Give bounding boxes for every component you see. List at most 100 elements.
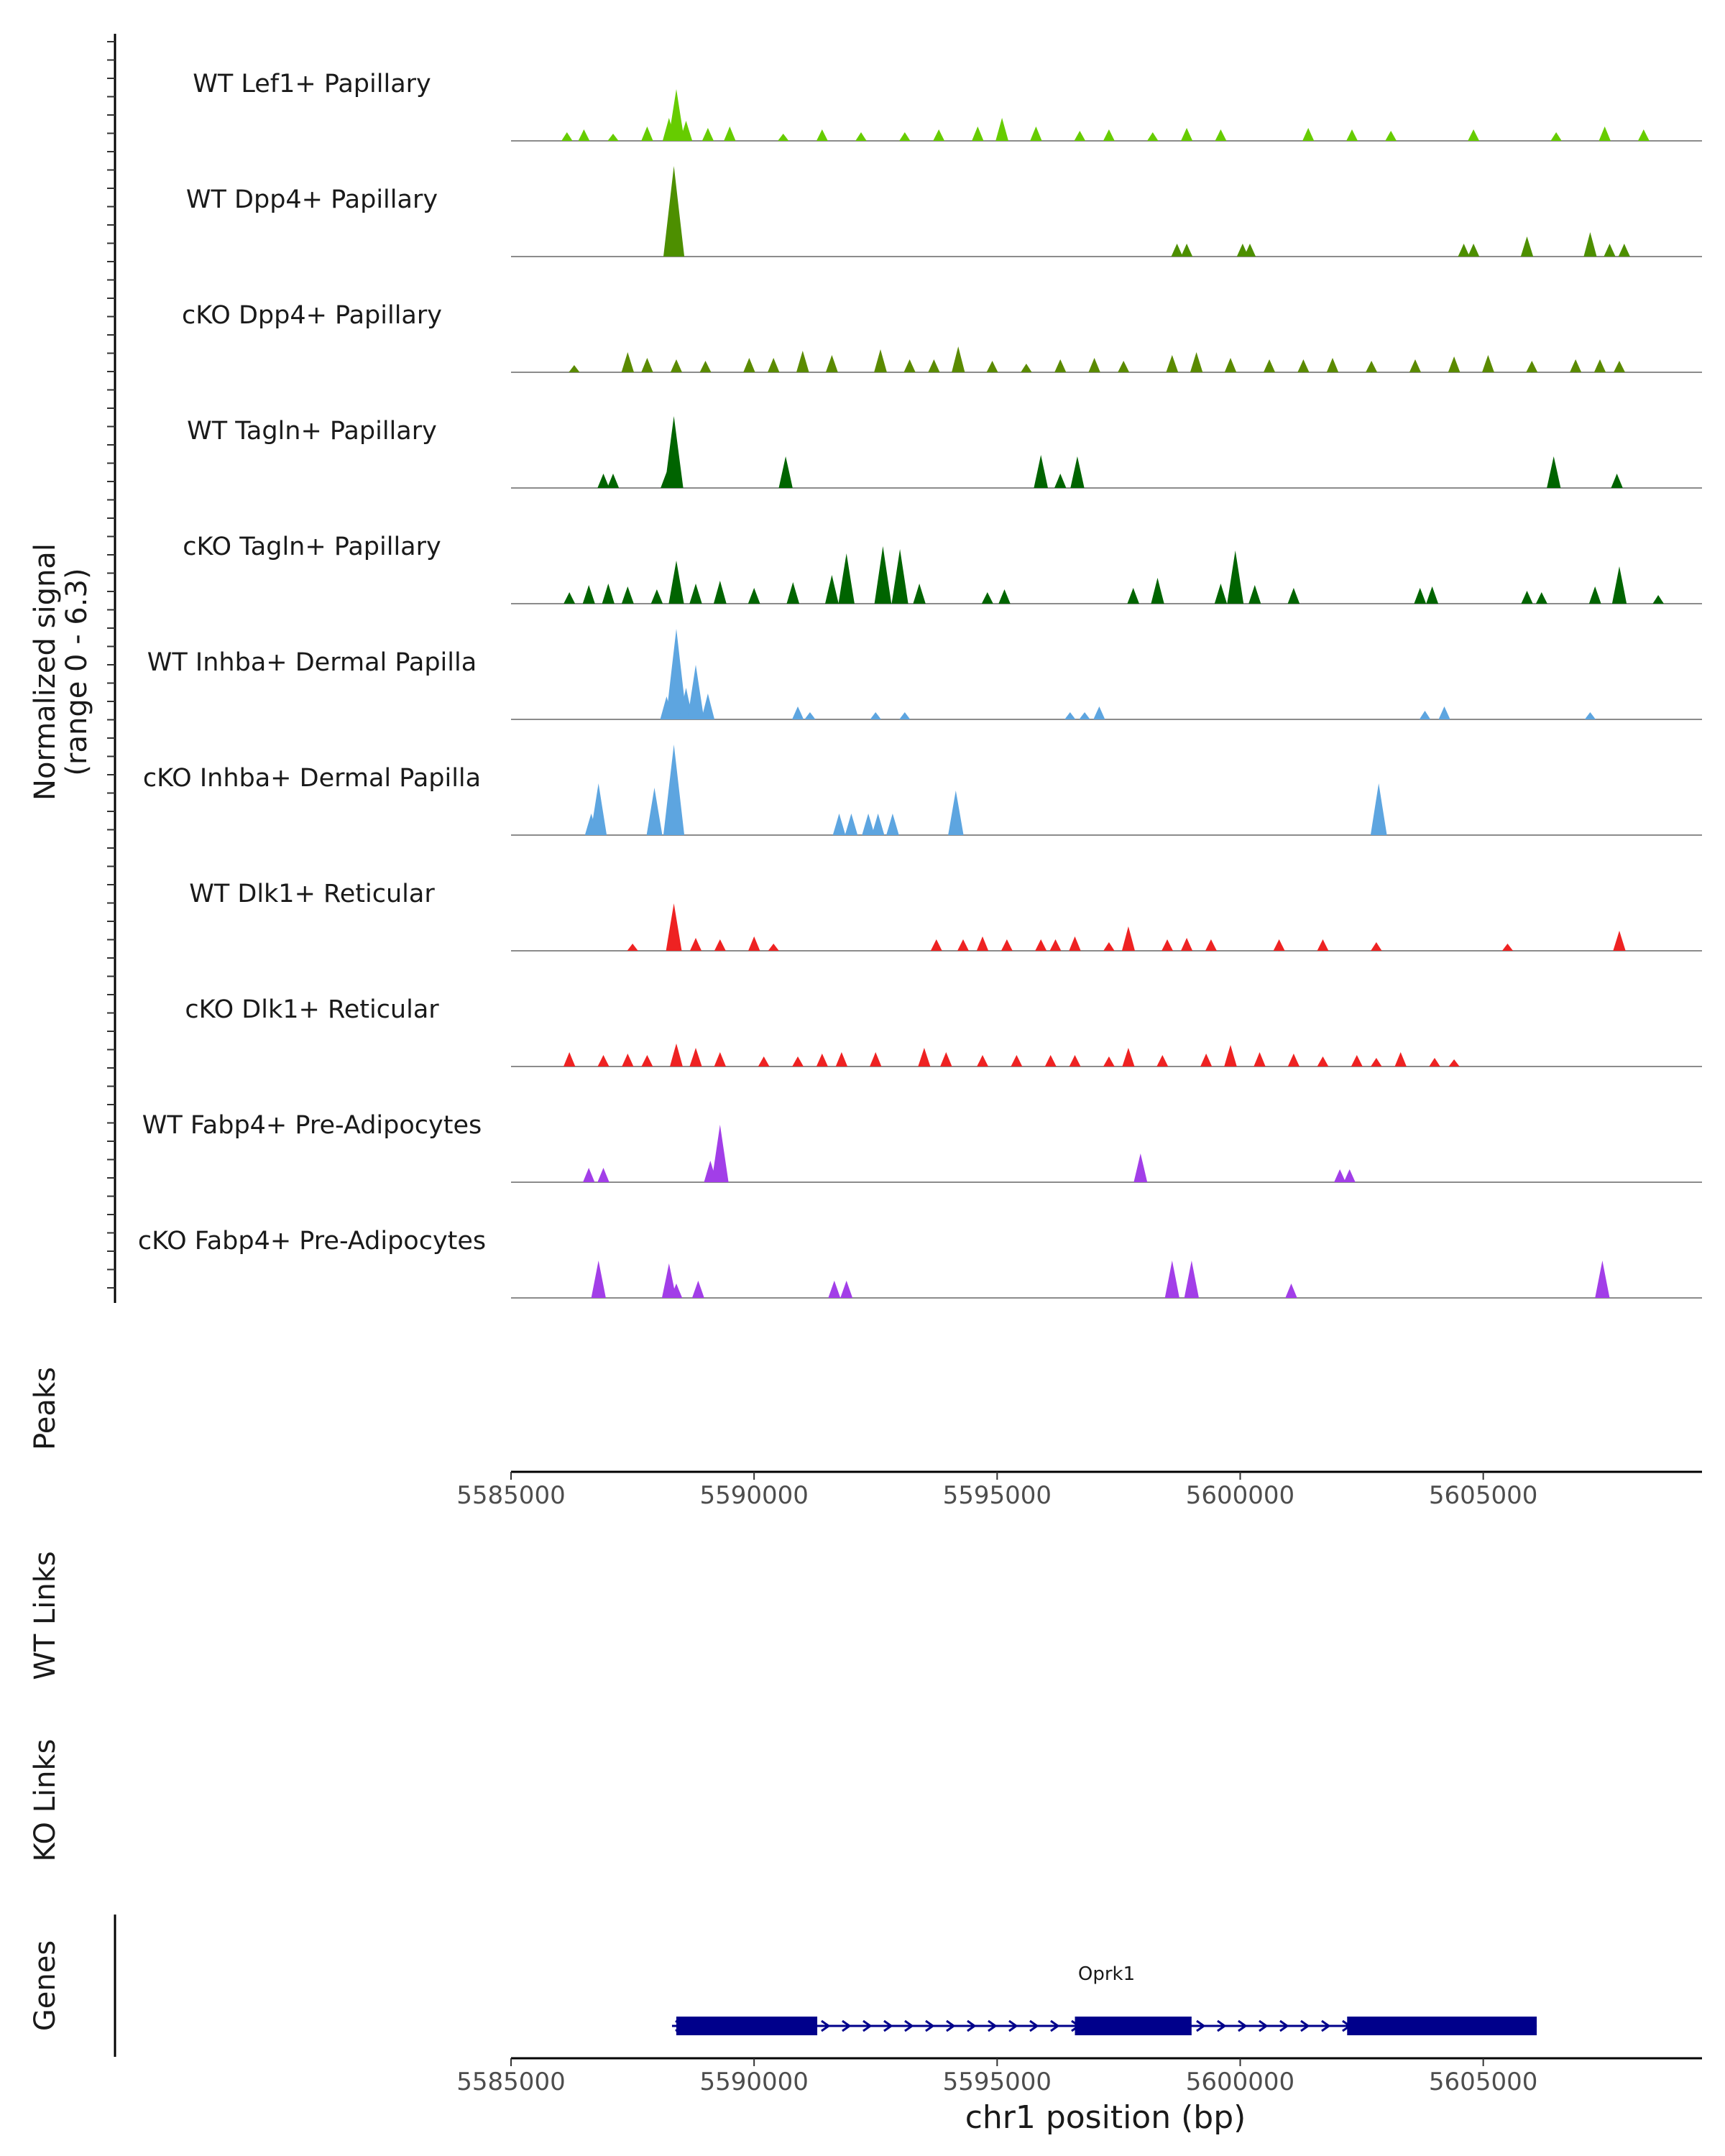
- coverage-peak: [561, 132, 573, 141]
- coverage-peak: [663, 745, 685, 835]
- coverage-peak: [621, 586, 634, 604]
- coverage-peak: [933, 129, 945, 141]
- coverage-peak: [578, 129, 590, 141]
- coverage-peak: [1127, 588, 1139, 604]
- coverage-peak: [1468, 129, 1480, 141]
- coverage-peak: [1317, 1056, 1329, 1067]
- strand-arrow: [904, 2019, 914, 2032]
- strand-arrow: [967, 2019, 977, 2032]
- coverage-peak: [582, 585, 595, 604]
- coverage-peak: [1103, 1056, 1115, 1067]
- strand-arrow: [1279, 2019, 1289, 2032]
- track-label: WT Tagln+ Papillary: [187, 417, 437, 446]
- x-axis-tick-label: 5585000: [456, 1481, 565, 1510]
- coverage-peak: [1366, 361, 1378, 372]
- coverage-peak: [713, 581, 727, 604]
- coverage-peak: [1535, 592, 1547, 604]
- coverage-peak: [1520, 236, 1534, 257]
- coverage-peak: [668, 561, 684, 604]
- coverage-peak: [641, 1055, 653, 1067]
- coverage-peak: [1611, 566, 1627, 604]
- strand-arrow: [1196, 2019, 1206, 2032]
- strand-arrow: [1300, 2019, 1310, 2032]
- coverage-peak: [838, 553, 855, 604]
- gene-exon: [1347, 2017, 1537, 2035]
- coverage-peak: [1614, 361, 1625, 372]
- coverage-peak: [1570, 359, 1582, 372]
- coverage-peak: [1419, 711, 1431, 719]
- coverage-peak: [1285, 1284, 1297, 1298]
- coverage-peak: [952, 346, 965, 372]
- coverage-peak: [792, 1056, 804, 1067]
- coverage-peak: [1034, 455, 1048, 488]
- x-axis-tick-label: 5590000: [699, 1481, 808, 1510]
- coverage-peak: [1162, 939, 1173, 951]
- strand-arrow: [1029, 2019, 1039, 2032]
- coverage-peak: [1598, 126, 1611, 141]
- coverage-peak: [1501, 944, 1514, 951]
- coverage-peak: [918, 1048, 931, 1067]
- coverage-peak: [1302, 128, 1315, 141]
- coverage-peak: [564, 1052, 576, 1067]
- gene-name-label: Oprk1: [1078, 1963, 1135, 1985]
- y-axis-label: Normalized signal: [29, 543, 62, 801]
- coverage-peak: [1370, 783, 1387, 835]
- track-label: WT Dpp4+ Papillary: [186, 185, 438, 214]
- coverage-peak: [679, 121, 693, 141]
- coverage-tracks: WT Lef1+ Papillary WT Dpp4+ Papillary cKO …: [138, 70, 1702, 1299]
- coverage-peak: [687, 665, 704, 719]
- coverage-peak: [602, 584, 615, 604]
- coverage-peak: [986, 361, 998, 372]
- coverage-peak: [1343, 1169, 1356, 1182]
- coverage-peak: [928, 359, 940, 372]
- coverage-peak: [1438, 706, 1450, 719]
- coverage-peak: [1070, 456, 1085, 488]
- coverage-peak: [1103, 942, 1115, 951]
- coverage-track: WT Dpp4+ Papillary: [186, 166, 1702, 257]
- coverage-peak: [1011, 1055, 1023, 1067]
- coverage-track: WT Lef1+ Papillary: [193, 70, 1702, 142]
- coverage-peak: [641, 358, 653, 372]
- coverage-peak: [1190, 352, 1203, 372]
- x-axis-tick-label: 5605000: [1429, 1481, 1537, 1510]
- coverage-peak: [1637, 129, 1650, 141]
- coverage-peak: [663, 166, 685, 257]
- coverage-peak: [871, 814, 885, 835]
- coverage-peak: [714, 1052, 726, 1067]
- coverage-peak: [661, 1263, 676, 1298]
- coverage-peak: [650, 589, 663, 604]
- wt-links-panel-label: WT Links: [29, 1551, 62, 1680]
- coverage-peak: [816, 129, 828, 141]
- strand-arrow: [1259, 2019, 1269, 2032]
- coverage-peak: [1326, 358, 1339, 372]
- coverage-peak: [622, 1054, 634, 1067]
- coverage-peak: [891, 549, 908, 604]
- coverage-peak: [1214, 584, 1228, 604]
- coverage-peak: [1317, 939, 1329, 951]
- coverage-peak: [758, 1056, 770, 1067]
- coverage-peak: [886, 814, 899, 835]
- coverage-peak: [948, 791, 964, 835]
- x-axis-tick-label: 5585000: [456, 2068, 565, 2096]
- coverage-peak: [1448, 1059, 1460, 1067]
- coverage-peak: [1248, 585, 1261, 604]
- coverage-peak: [1351, 1055, 1363, 1067]
- coverage-peak: [701, 694, 715, 719]
- x-axis-tick-label: 5600000: [1186, 2068, 1294, 2096]
- strand-arrow: [842, 2019, 852, 2032]
- coverage-peak: [666, 903, 682, 951]
- coverage-peak: [957, 939, 969, 951]
- coverage-peak: [712, 1125, 729, 1182]
- coverage-peak: [1054, 359, 1067, 372]
- track-label: cKO Dlk1+ Reticular: [185, 995, 439, 1024]
- coverage-peak: [1122, 1048, 1135, 1067]
- coverage-peak: [786, 582, 800, 604]
- coverage-peak: [1118, 361, 1130, 372]
- coverage-peak: [940, 1052, 952, 1067]
- coverage-peak: [1385, 131, 1397, 141]
- coverage-peak: [1526, 361, 1538, 372]
- track-label: WT Inhba+ Dermal Papilla: [147, 648, 477, 677]
- coverage-peak: [1394, 1052, 1407, 1067]
- coverage-track: cKO Dlk1+ Reticular: [185, 995, 1702, 1067]
